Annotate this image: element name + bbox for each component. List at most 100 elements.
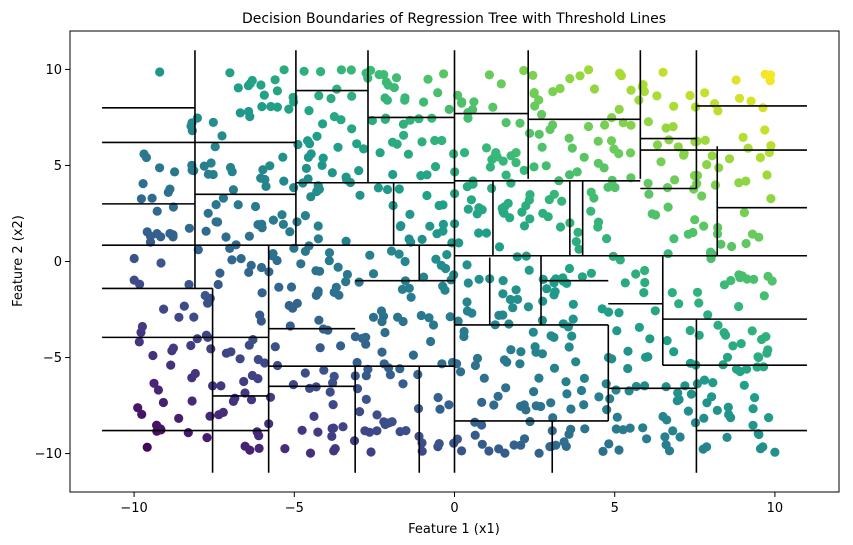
data-point [301,211,310,220]
data-point [708,378,717,387]
x-tick-label: −10 [120,501,147,516]
data-point [663,336,672,345]
data-point [735,273,744,282]
data-point [255,444,264,453]
data-point [289,183,298,192]
data-point [565,74,574,83]
data-point [409,351,418,360]
data-point [604,439,613,448]
data-point [330,112,339,121]
data-point [502,358,511,367]
data-point [538,209,547,218]
data-point [221,232,230,241]
data-point [640,278,649,287]
data-point [209,118,218,127]
data-point [352,139,361,148]
data-point [154,385,163,394]
data-point [600,120,609,129]
data-point [734,302,743,311]
data-point [342,173,351,182]
data-point [626,148,635,157]
data-point [652,91,661,100]
data-point [515,359,524,368]
data-point [617,71,626,80]
data-point [565,264,574,273]
data-point [399,120,408,129]
data-point [756,153,765,162]
data-point [444,400,453,409]
data-point [316,67,325,76]
data-point [753,362,762,371]
data-point [314,91,323,100]
data-point [435,439,444,448]
data-point [602,379,611,388]
data-point [230,394,239,403]
data-point [377,317,386,326]
data-point [569,315,578,324]
data-point [156,258,165,267]
data-point [266,393,275,402]
data-point [388,417,397,426]
data-point [542,161,551,170]
data-point [475,275,484,284]
data-point [212,200,221,209]
data-point [441,264,450,273]
data-point [474,228,483,237]
data-point [532,401,541,410]
data-point [239,377,248,386]
data-point [258,288,267,297]
data-point [660,432,669,441]
data-point [713,321,722,330]
data-point [379,417,388,426]
data-point [679,151,688,160]
data-point [690,215,699,224]
data-point [566,425,575,434]
data-point [258,223,267,232]
data-point [519,66,528,75]
data-point [191,369,200,378]
data-point [699,414,708,423]
data-point [538,316,547,325]
data-point [329,400,338,409]
data-point [538,297,547,306]
data-point [372,426,381,435]
data-point [764,413,773,422]
data-point [148,351,157,360]
data-point [501,383,510,392]
data-point [757,335,766,344]
data-point [434,393,443,402]
data-point [708,151,717,160]
data-point [506,295,515,304]
data-point [254,355,263,364]
data-point [724,403,733,412]
data-point [691,418,700,427]
data-point [508,303,517,312]
data-point [642,434,651,443]
data-point [573,228,582,237]
data-point [226,347,235,356]
data-point [502,118,511,127]
data-point [664,203,673,212]
data-point [754,353,763,362]
data-point [327,432,336,441]
data-point [152,229,161,238]
data-point [549,290,558,299]
data-point [714,163,723,172]
data-point [273,86,282,95]
data-point [754,233,763,242]
data-point [529,328,538,337]
data-point [686,326,695,335]
data-point [366,447,375,456]
data-point [431,255,440,264]
data-point [640,381,649,390]
data-point [580,153,589,162]
data-point [484,446,493,455]
data-point [380,328,389,337]
data-point [697,191,706,200]
data-point [312,132,321,141]
data-point [567,332,576,341]
data-point [547,331,556,340]
data-point [332,283,341,292]
data-point [457,97,466,106]
data-point [200,162,209,171]
